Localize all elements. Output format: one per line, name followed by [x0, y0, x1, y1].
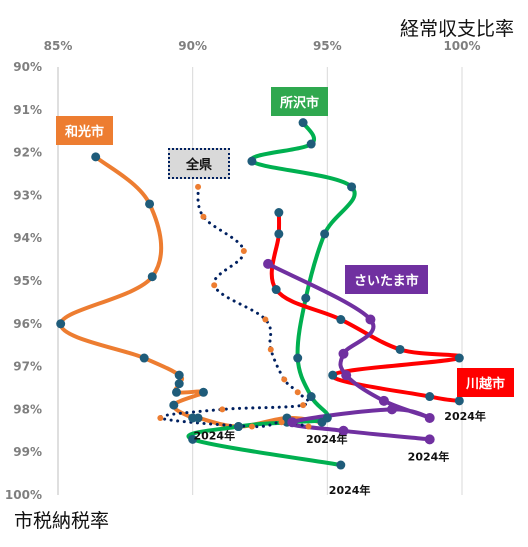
- x-tick-label: 95%: [313, 39, 342, 53]
- y-tick-label: 93%: [13, 188, 42, 202]
- y-tick-label: 97%: [13, 360, 42, 374]
- series-3-point-8: [338, 425, 349, 436]
- series-4-point-6: [281, 376, 288, 383]
- legend-label-prefecture: 全県: [168, 148, 231, 179]
- series-2-point-3: [336, 315, 346, 325]
- series-1-point-10: [233, 422, 243, 432]
- series-2-point-8: [454, 396, 464, 406]
- x-axis-title: 経常収支比率: [399, 18, 514, 40]
- series-3-point-6: [386, 404, 397, 415]
- series-0-point-0: [91, 152, 101, 162]
- y-tick-label: 99%: [13, 445, 42, 459]
- series-3-point-5: [424, 412, 435, 423]
- series-3-point-9: [424, 434, 435, 445]
- series-2-point-5: [454, 353, 464, 363]
- series-0-point-11: [193, 413, 203, 423]
- x-tick-label: 90%: [178, 39, 207, 53]
- series-1-point-4: [320, 229, 330, 239]
- series-line-3: [266, 261, 432, 442]
- series-4-point-5: [267, 346, 274, 353]
- series-3-point-3: [341, 370, 352, 381]
- series-1-point-8: [322, 413, 332, 423]
- y-tick-label: 96%: [13, 317, 42, 331]
- legend-label-kawagoe: 川越市: [457, 368, 515, 397]
- series-0-point-8: [198, 387, 208, 397]
- series-1-point-3: [347, 182, 357, 192]
- y-tick-label: 100%: [5, 488, 42, 502]
- series-0-point-5: [174, 370, 184, 380]
- series-1-point-5: [301, 293, 311, 303]
- series-4-point-0: [195, 183, 202, 190]
- year-label-series-3: 2024年: [408, 449, 450, 463]
- series-0-point-7: [172, 387, 182, 397]
- series-4-point-9: [219, 406, 226, 413]
- series-4-point-10: [157, 414, 164, 421]
- series-0-point-2: [147, 272, 157, 282]
- legend-label-tokorozawa: 所沢市: [271, 87, 329, 116]
- y-tick-label: 98%: [13, 402, 42, 416]
- series-1-point-1: [306, 139, 316, 149]
- series-1-point-6: [293, 353, 303, 363]
- series-2-point-1: [274, 229, 284, 239]
- legend-label-wako: 和光市: [56, 116, 114, 145]
- y-axis-title: 市税納税率: [14, 510, 110, 532]
- chart-year-labels: 2024年 2024年 2024年 2024年 2024年: [193, 409, 485, 497]
- series-2-point-2: [271, 285, 281, 295]
- series-line-2: [269, 210, 464, 403]
- series-4-point-1: [200, 213, 207, 220]
- series-4-point-2: [240, 248, 247, 255]
- chart-ticks: 85% 90% 95% 100%90%91%92%93%94%95%96%97%98%…: [5, 39, 481, 502]
- series-4-point-12: [278, 419, 285, 426]
- series-4-point-11: [248, 423, 255, 430]
- year-label-series-2: 2024年: [444, 409, 486, 423]
- series-3-point-7: [287, 417, 298, 428]
- series-1-point-12: [336, 460, 346, 470]
- series-line-0: [58, 154, 324, 429]
- series-0-point-9: [169, 400, 179, 410]
- series-3-point-0: [263, 258, 274, 269]
- series-0-point-1: [145, 199, 155, 209]
- year-label-series-1: 2024年: [329, 483, 371, 497]
- series-2-point-0: [274, 208, 284, 218]
- series-3-point-2: [338, 348, 349, 359]
- legend-label-saitama: さいたま市: [345, 265, 428, 294]
- series-0-point-6: [174, 379, 184, 389]
- series-2-point-6: [328, 370, 338, 380]
- series-2-point-4: [395, 344, 405, 354]
- series-1-point-11: [188, 434, 198, 444]
- y-tick-label: 90%: [13, 60, 42, 74]
- year-label-series-4: 2024年: [193, 429, 235, 443]
- series-3-point-1: [365, 314, 376, 325]
- y-tick-label: 91%: [13, 103, 42, 117]
- y-tick-label: 94%: [13, 231, 42, 245]
- y-tick-label: 92%: [13, 146, 42, 160]
- series-1-point-7: [306, 392, 316, 402]
- series-4-point-13: [305, 423, 312, 430]
- series-1-point-2: [247, 156, 257, 166]
- year-label-series-0: 2024年: [306, 432, 348, 446]
- series-2-point-7: [425, 392, 435, 402]
- series-4-point-7: [294, 389, 301, 396]
- series-0-point-3: [56, 319, 66, 329]
- series-4-point-4: [262, 316, 269, 323]
- series-3-point-4: [378, 395, 389, 406]
- series-4-point-8: [300, 402, 307, 409]
- x-tick-label: 85%: [44, 39, 73, 53]
- x-tick-label: 100%: [443, 39, 480, 53]
- series-0-point-4: [139, 353, 149, 363]
- series-4-point-3: [211, 282, 218, 289]
- series-1-point-0: [298, 118, 308, 128]
- chart-points: [56, 118, 464, 470]
- y-tick-label: 95%: [13, 274, 42, 288]
